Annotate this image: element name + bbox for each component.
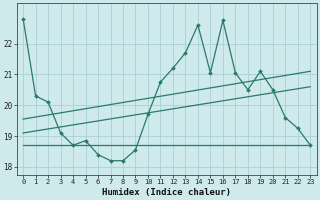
X-axis label: Humidex (Indice chaleur): Humidex (Indice chaleur): [102, 188, 231, 197]
